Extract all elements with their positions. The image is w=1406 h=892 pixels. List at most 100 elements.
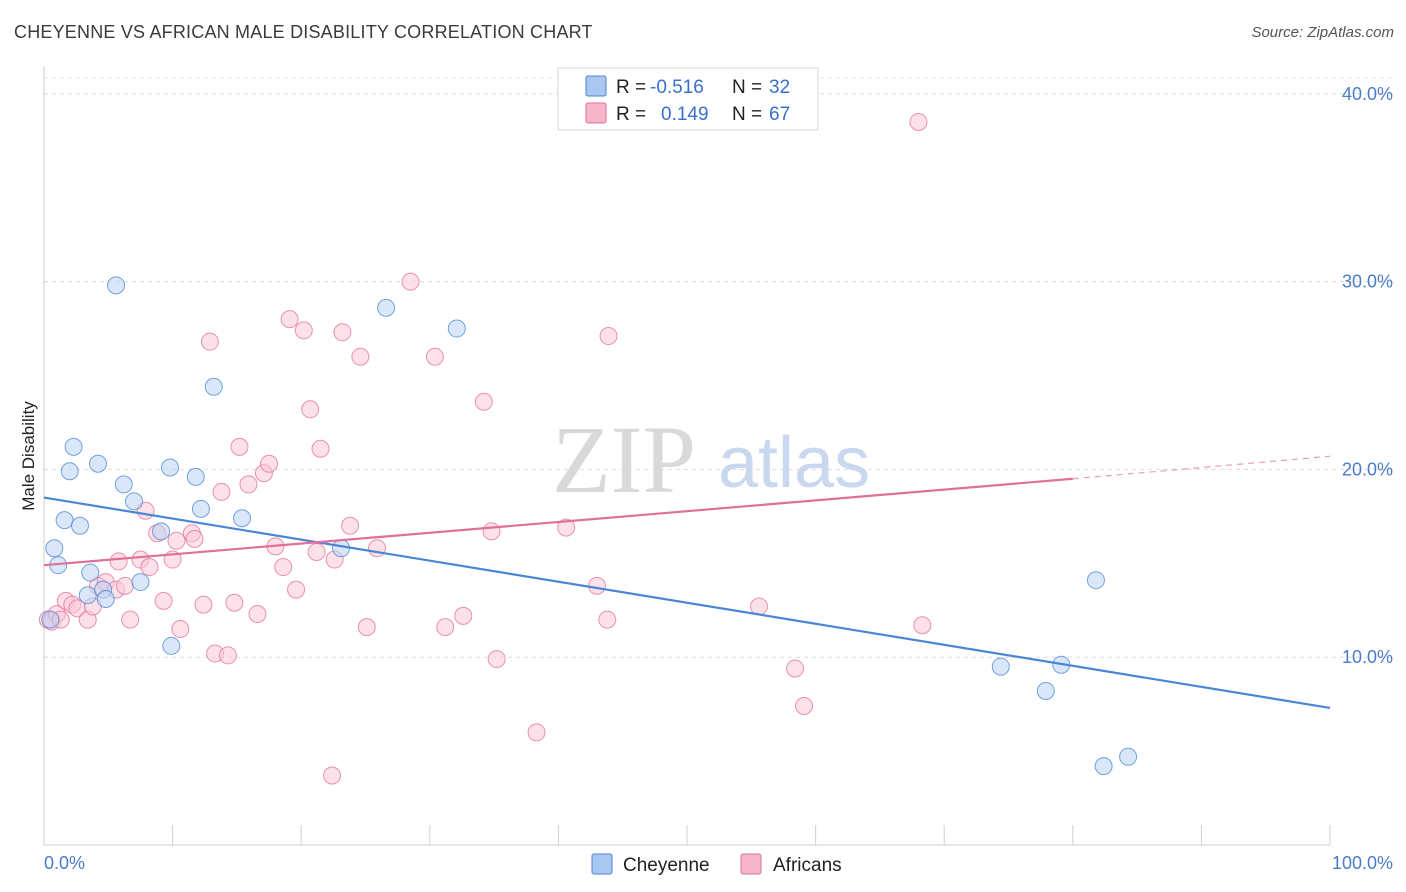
point-cheyenne-7 bbox=[81, 563, 100, 582]
point-africans-19 bbox=[154, 591, 173, 610]
point-cheyenne-19 bbox=[186, 467, 205, 486]
point-africans-26 bbox=[200, 332, 219, 351]
point-cheyenne-14 bbox=[125, 492, 144, 511]
legend-r-value-2: 0.149 bbox=[661, 104, 709, 125]
point-cheyenne-25 bbox=[447, 319, 466, 338]
point-africans-38 bbox=[280, 310, 299, 329]
y-tick-label-40: 40.0% bbox=[1342, 84, 1393, 104]
y-axis-title: Male Disability bbox=[19, 401, 38, 511]
point-africans-48 bbox=[351, 347, 370, 366]
legend-n-value-1: 32 bbox=[769, 77, 790, 98]
point-cheyenne-13 bbox=[114, 475, 133, 494]
point-cheyenne-9 bbox=[89, 454, 108, 473]
point-africans-25 bbox=[194, 595, 213, 614]
point-africans-42 bbox=[307, 543, 326, 562]
point-cheyenne-17 bbox=[161, 458, 180, 477]
point-africans-37 bbox=[274, 558, 293, 577]
point-cheyenne-6 bbox=[71, 516, 90, 535]
point-cheyenne-1 bbox=[45, 539, 64, 558]
legend-box: R = -0.516 N = 32 R = 0.149 N = 67 bbox=[557, 67, 819, 131]
x-tick-label-max: 100.0% bbox=[1332, 853, 1393, 873]
point-africans-58 bbox=[527, 723, 546, 742]
point-africans-21 bbox=[167, 531, 186, 550]
point-africans-24 bbox=[185, 529, 204, 548]
data-points bbox=[38, 112, 1138, 785]
legend-r-label-1: R = bbox=[616, 77, 646, 98]
point-africans-49 bbox=[357, 618, 376, 637]
point-africans-46 bbox=[341, 516, 360, 535]
point-cheyenne-30 bbox=[1094, 757, 1113, 776]
point-africans-45 bbox=[333, 323, 352, 342]
point-africans-62 bbox=[599, 327, 618, 346]
point-africans-41 bbox=[301, 400, 320, 419]
point-africans-33 bbox=[248, 605, 267, 623]
point-cheyenne-27 bbox=[1036, 682, 1055, 700]
point-cheyenne-24 bbox=[377, 298, 396, 317]
point-africans-17 bbox=[140, 558, 159, 577]
point-africans-53 bbox=[436, 618, 455, 637]
bottom-legend-swatch-africans bbox=[740, 853, 762, 875]
chart-title: CHEYENNE VS AFRICAN MALE DISABILITY CORR… bbox=[14, 22, 593, 42]
watermark-atlas: atlas bbox=[718, 423, 870, 503]
point-africans-22 bbox=[171, 620, 190, 639]
bottom-legend: Cheyenne Africans bbox=[591, 853, 842, 876]
point-africans-54 bbox=[454, 606, 473, 625]
grid-lines bbox=[44, 77, 1395, 658]
point-africans-56 bbox=[482, 522, 501, 541]
point-cheyenne-15 bbox=[131, 573, 150, 592]
point-africans-59 bbox=[557, 518, 576, 537]
point-cheyenne-31 bbox=[1119, 747, 1138, 766]
point-cheyenne-21 bbox=[204, 377, 223, 396]
legend-n-value-2: 67 bbox=[769, 104, 790, 125]
axes bbox=[43, 66, 1331, 846]
point-cheyenne-23 bbox=[332, 539, 351, 558]
point-cheyenne-8 bbox=[78, 586, 97, 605]
point-africans-13 bbox=[116, 576, 135, 595]
bottom-legend-label-cheyenne: Cheyenne bbox=[623, 855, 710, 876]
point-africans-14 bbox=[121, 610, 140, 629]
point-africans-52 bbox=[425, 347, 444, 366]
point-africans-60 bbox=[587, 576, 606, 595]
y-tick-label-30: 30.0% bbox=[1342, 272, 1393, 292]
point-africans-66 bbox=[909, 112, 928, 131]
point-cheyenne-12 bbox=[107, 276, 126, 295]
point-africans-31 bbox=[230, 437, 249, 456]
point-africans-65 bbox=[795, 697, 814, 716]
trend-line-cheyenne bbox=[43, 496, 1331, 709]
legend-swatch-cheyenne bbox=[585, 75, 607, 97]
point-africans-51 bbox=[401, 272, 420, 291]
point-cheyenne-4 bbox=[60, 462, 79, 481]
point-cheyenne-11 bbox=[96, 589, 115, 608]
bottom-legend-label-africans: Africans bbox=[773, 855, 842, 876]
legend-r-label-2: R = bbox=[616, 104, 646, 125]
legend-r-value-1: -0.516 bbox=[650, 77, 704, 98]
bottom-legend-swatch-cheyenne bbox=[591, 853, 613, 875]
tick-labels: 10.0% 20.0% 30.0% 40.0% 0.0% 100.0% bbox=[44, 84, 1393, 873]
point-africans-35 bbox=[260, 454, 279, 473]
point-africans-57 bbox=[487, 650, 506, 669]
point-africans-39 bbox=[287, 580, 306, 599]
trend-line-extension-africans bbox=[1072, 455, 1331, 480]
y-tick-label-10: 10.0% bbox=[1342, 647, 1393, 667]
point-africans-30 bbox=[225, 593, 244, 612]
point-africans-12 bbox=[109, 552, 128, 571]
point-cheyenne-5 bbox=[64, 437, 83, 456]
point-cheyenne-18 bbox=[162, 636, 181, 655]
point-africans-61 bbox=[598, 610, 617, 629]
point-africans-43 bbox=[311, 439, 330, 458]
point-cheyenne-29 bbox=[1086, 571, 1105, 590]
y-tick-label-20: 20.0% bbox=[1342, 459, 1393, 479]
point-africans-32 bbox=[239, 475, 258, 494]
point-africans-55 bbox=[474, 392, 493, 411]
source-label: Source: ZipAtlas.com bbox=[1251, 24, 1394, 41]
x-tick-label-min: 0.0% bbox=[44, 853, 85, 873]
point-cheyenne-20 bbox=[191, 499, 210, 518]
point-cheyenne-3 bbox=[55, 511, 74, 530]
trend-line-africans bbox=[43, 477, 1073, 567]
watermark-zip: ZIP bbox=[552, 406, 696, 513]
point-cheyenne-0 bbox=[41, 610, 60, 629]
legend-n-label-2: N = bbox=[732, 104, 762, 125]
point-africans-28 bbox=[212, 482, 231, 501]
trend-lines bbox=[43, 455, 1331, 709]
